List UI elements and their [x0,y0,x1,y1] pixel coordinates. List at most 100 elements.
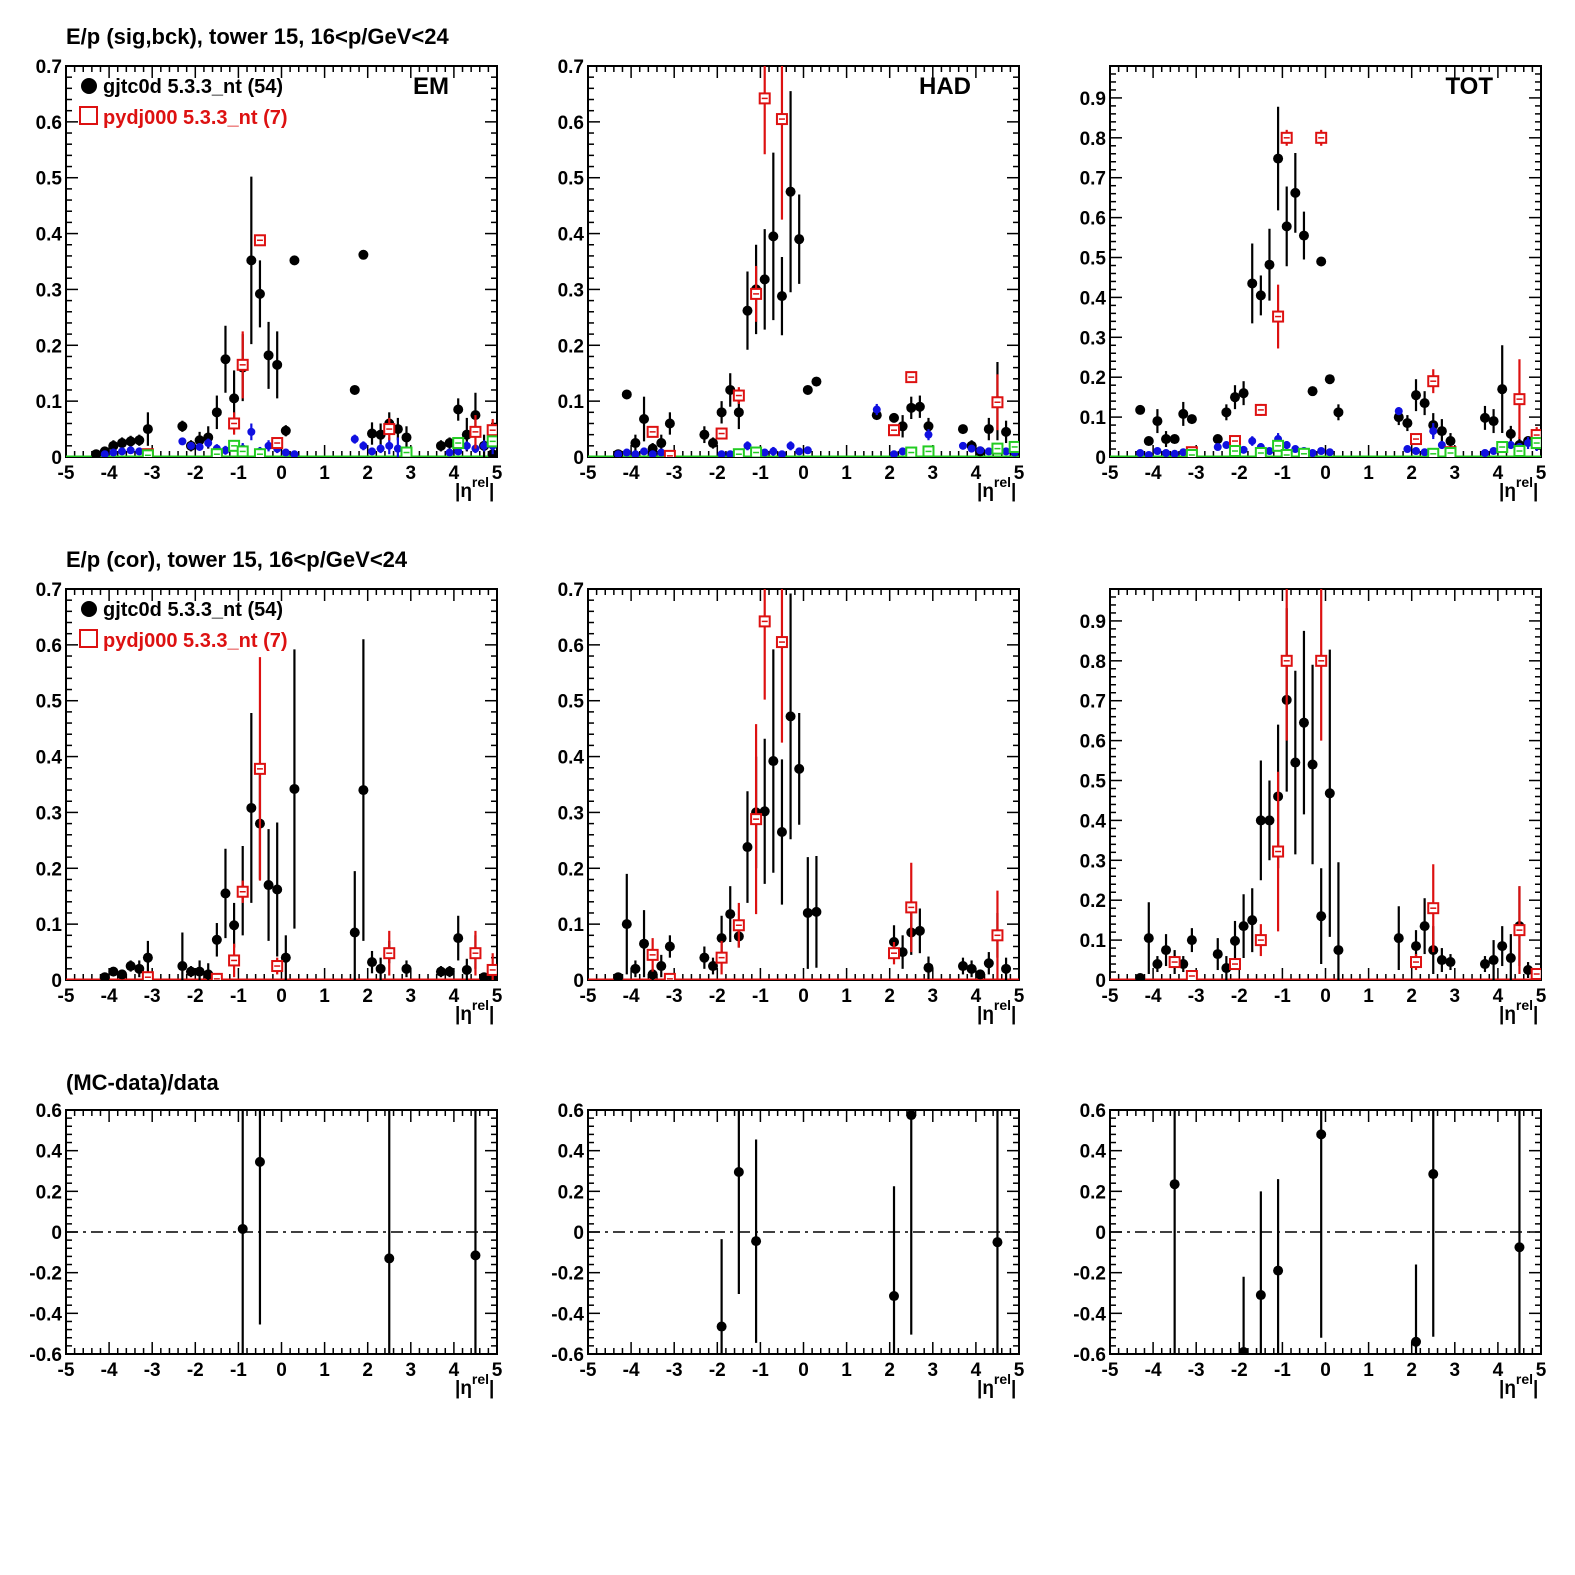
data-point [1135,404,1146,415]
data-point [958,441,967,450]
data-point [639,414,650,425]
plot-area [1110,1110,1541,1354]
mc-point [663,972,676,980]
x-tick-label: 2 [362,463,373,484]
data-point [229,393,240,404]
mc-point [663,449,676,457]
series-black-dot [1169,1110,1525,1354]
data-point [1333,945,1344,956]
x-tick-label: -5 [1102,986,1119,1007]
x-tick-label: -5 [58,463,75,484]
y-tick-label: -0.4 [29,1304,62,1325]
data-point [957,961,968,972]
data-point [1290,187,1301,198]
panel-2-2: -5 -4 -3 -2 -1 0 1 2 3 4 5|ηrel| -0.6 -0.4 -0.2 0 0.2 0.… [1073,1101,1547,1399]
data-point [1264,815,1275,826]
y-tick-label: 0.6 [558,1101,584,1122]
data-point [630,438,641,449]
data-point [1186,935,1197,946]
data-point [1152,959,1163,970]
data-point [794,763,805,774]
x-tick-label: 1 [319,463,330,484]
data-point [1298,230,1309,241]
data-point [453,404,464,415]
data-point [118,447,127,456]
y-tick-label: 0.7 [1080,692,1106,713]
y-tick-label: 0.4 [36,748,63,769]
x-tick-label: 4 [971,986,982,1007]
x-tick-label: 5 [1536,463,1547,484]
data-point [1403,445,1412,454]
data-point [1169,434,1180,445]
panel-1-0: -5 -4 -3 -2 -1 0 1 2 3 4 5|ηrel| 0 0.1 0.2 0.3 0.4 0.5 0.… [36,580,503,1025]
y-tick-label: 0 [573,971,584,992]
x-axis-label: |ηrel| [455,1371,494,1399]
plot-area [66,176,497,457]
data-point [100,450,109,457]
data-point [776,291,787,302]
data-point [1324,374,1335,385]
mc-point [141,449,154,457]
data-point [1162,449,1171,457]
data-point [289,255,300,266]
x-tick-label: -1 [752,986,769,1007]
plot-area [588,589,1019,980]
y-tick-label: 0.6 [36,636,62,657]
x-tick-label: 0 [276,463,287,484]
data-point [349,384,360,395]
y-tick-label: 0.5 [36,169,63,190]
data-point [1222,441,1231,450]
x-tick-label: 2 [1406,463,1417,484]
data-point [1248,437,1257,446]
x-tick-label: 5 [1536,1360,1547,1381]
legend-marker-data [81,78,97,94]
x-tick-label: 0 [1320,1360,1331,1381]
x-tick-label: 0 [1320,463,1331,484]
data-point [1497,941,1508,952]
data-point [454,447,463,456]
data-point [699,952,710,963]
data-point [742,305,753,316]
data-point [1393,412,1404,423]
x-tick-label: 2 [884,463,895,484]
y-tick-label: 0.1 [1080,931,1107,952]
data-point [613,972,624,980]
panel-0-2: -5 -4 -3 -2 -1 0 1 2 3 4 5|ηrel| 0 0.1 0.2 0.3 0.4 0.5 0.… [1080,65,1547,502]
x-tick-label: 4 [449,463,460,484]
data-point [924,430,933,439]
series-black-dot [716,1110,1003,1354]
data-point [1238,921,1249,932]
x-axis-label: |ηrel| [977,1371,1016,1399]
y-tick-label: 0.9 [1080,612,1106,633]
data-point [142,424,153,435]
data-point [664,418,675,429]
data-point [1212,949,1223,960]
data-point [264,441,273,450]
data-point [393,444,402,453]
y-tick-label: 0.2 [1080,891,1106,912]
series-black-dot [1135,106,1541,454]
data-point [186,441,195,450]
x-tick-label: 3 [406,986,417,1007]
data-point [992,1237,1003,1248]
data-point [99,972,110,980]
plot-frame [1109,588,1542,981]
data-point [108,966,119,977]
x-tick-label: -4 [1145,1360,1162,1381]
data-point [142,952,153,963]
x-tick-label: -4 [623,463,640,484]
data-point [786,441,795,450]
data-point [117,969,128,980]
x-tick-label: -2 [1231,1360,1248,1381]
series-red-square [1185,129,1541,457]
data-point [281,448,290,457]
series-red-square [1168,589,1541,980]
y-tick-label: 0.7 [1080,169,1106,190]
data-point [358,785,369,796]
x-tick-label: -2 [187,1360,204,1381]
data-point [435,440,446,451]
data-point [246,255,257,266]
data-point [385,441,394,450]
panel-1-1: -5 -4 -3 -2 -1 0 1 2 3 4 5|ηrel| 0 0.1 0.2 0.3 0.4 0.5 0.… [558,580,1025,1025]
